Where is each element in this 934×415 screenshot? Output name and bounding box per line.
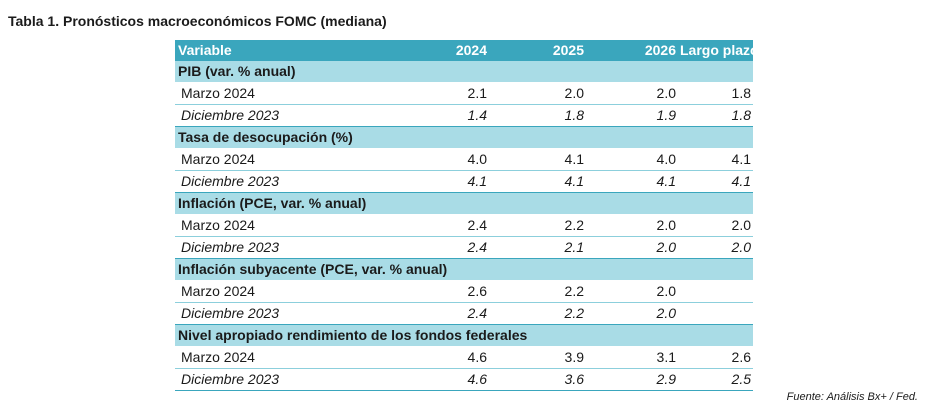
value-2025: 2.2 — [489, 302, 586, 325]
value-2024: 2.4 — [403, 302, 489, 325]
value-long-run: 2.6 — [678, 346, 753, 369]
value-2026: 2.0 — [586, 214, 678, 237]
source-note: Fuente: Análisis Bx+ / Fed. — [786, 391, 918, 403]
value-2026: 1.9 — [586, 104, 678, 127]
row-label: Marzo 2024 — [175, 346, 403, 369]
value-2024: 2.1 — [403, 82, 489, 105]
header-variable: Variable — [175, 40, 403, 61]
value-2026: 2.9 — [586, 368, 678, 391]
table-row: Marzo 2024 2.4 2.2 2.0 2.0 — [175, 214, 753, 237]
value-long-run: 2.0 — [678, 236, 753, 259]
value-long-run — [678, 302, 753, 325]
row-label: Diciembre 2023 — [175, 170, 403, 193]
value-2024: 2.4 — [403, 214, 489, 237]
value-long-run: 1.8 — [678, 104, 753, 127]
row-label: Diciembre 2023 — [175, 104, 403, 127]
row-label: Diciembre 2023 — [175, 236, 403, 259]
table-title: Tabla 1. Pronósticos macroeconómicos FOM… — [8, 13, 387, 29]
header-2025: 2025 — [489, 40, 586, 61]
value-2024: 2.4 — [403, 236, 489, 259]
table-row: Diciembre 2023 4.6 3.6 2.9 2.5 — [175, 368, 753, 391]
value-2024: 1.4 — [403, 104, 489, 127]
table-row: Diciembre 2023 2.4 2.1 2.0 2.0 — [175, 236, 753, 259]
section-title: Nivel apropiado rendimiento de los fondo… — [175, 324, 753, 347]
row-label: Marzo 2024 — [175, 214, 403, 237]
section-header-row: Inflación subyacente (PCE, var. % anual) — [175, 258, 753, 281]
value-long-run: 4.1 — [678, 170, 753, 193]
value-2024: 2.6 — [403, 280, 489, 303]
value-2025: 3.6 — [489, 368, 586, 391]
value-2024: 4.0 — [403, 148, 489, 171]
table-row: Diciembre 2023 4.1 4.1 4.1 4.1 — [175, 170, 753, 193]
value-2026: 2.0 — [586, 280, 678, 303]
section-header-row: Nivel apropiado rendimiento de los fondo… — [175, 324, 753, 347]
section-title: Tasa de desocupación (%) — [175, 126, 753, 149]
value-2026: 2.0 — [586, 236, 678, 259]
row-label: Diciembre 2023 — [175, 368, 403, 391]
row-label: Marzo 2024 — [175, 280, 403, 303]
table-row: Marzo 2024 2.6 2.2 2.0 — [175, 280, 753, 303]
table-row: Diciembre 2023 1.4 1.8 1.9 1.8 — [175, 104, 753, 127]
table-row: Diciembre 2023 2.4 2.2 2.0 — [175, 302, 753, 325]
value-2024: 4.6 — [403, 368, 489, 391]
table-row: Marzo 2024 4.0 4.1 4.0 4.1 — [175, 148, 753, 171]
value-2026: 3.1 — [586, 346, 678, 369]
section-header-row: Inflación (PCE, var. % anual) — [175, 192, 753, 215]
value-2025: 3.9 — [489, 346, 586, 369]
row-label: Marzo 2024 — [175, 148, 403, 171]
value-2024: 4.6 — [403, 346, 489, 369]
value-2025: 4.1 — [489, 148, 586, 171]
value-2024: 4.1 — [403, 170, 489, 193]
value-2025: 1.8 — [489, 104, 586, 127]
section-title: Inflación (PCE, var. % anual) — [175, 192, 753, 215]
value-long-run — [678, 280, 753, 303]
value-2026: 2.0 — [586, 82, 678, 105]
value-2026: 4.1 — [586, 170, 678, 193]
header-2026: 2026 — [586, 40, 678, 61]
fomc-forecast-table: Variable 2024 2025 2026 Largo plazo PIB … — [175, 40, 753, 391]
value-2025: 2.2 — [489, 280, 586, 303]
value-long-run: 2.0 — [678, 214, 753, 237]
table-header-row: Variable 2024 2025 2026 Largo plazo — [175, 40, 753, 61]
value-2026: 4.0 — [586, 148, 678, 171]
value-2025: 2.0 — [489, 82, 586, 105]
value-long-run: 2.5 — [678, 368, 753, 391]
value-2025: 4.1 — [489, 170, 586, 193]
header-long-run: Largo plazo — [678, 40, 753, 61]
section-header-row: PIB (var. % anual) — [175, 61, 753, 83]
table-body: PIB (var. % anual) Marzo 2024 2.1 2.0 2.0 1.8… — [175, 61, 753, 391]
value-2025: 2.1 — [489, 236, 586, 259]
value-2026: 2.0 — [586, 302, 678, 325]
value-2025: 2.2 — [489, 214, 586, 237]
value-long-run: 1.8 — [678, 82, 753, 105]
row-label: Marzo 2024 — [175, 82, 403, 105]
section-header-row: Tasa de desocupación (%) — [175, 126, 753, 149]
value-long-run: 4.1 — [678, 148, 753, 171]
header-2024: 2024 — [403, 40, 489, 61]
table-row: Marzo 2024 4.6 3.9 3.1 2.6 — [175, 346, 753, 369]
row-label: Diciembre 2023 — [175, 302, 403, 325]
section-title: Inflación subyacente (PCE, var. % anual) — [175, 258, 753, 281]
section-title: PIB (var. % anual) — [175, 61, 753, 83]
table-row: Marzo 2024 2.1 2.0 2.0 1.8 — [175, 82, 753, 105]
